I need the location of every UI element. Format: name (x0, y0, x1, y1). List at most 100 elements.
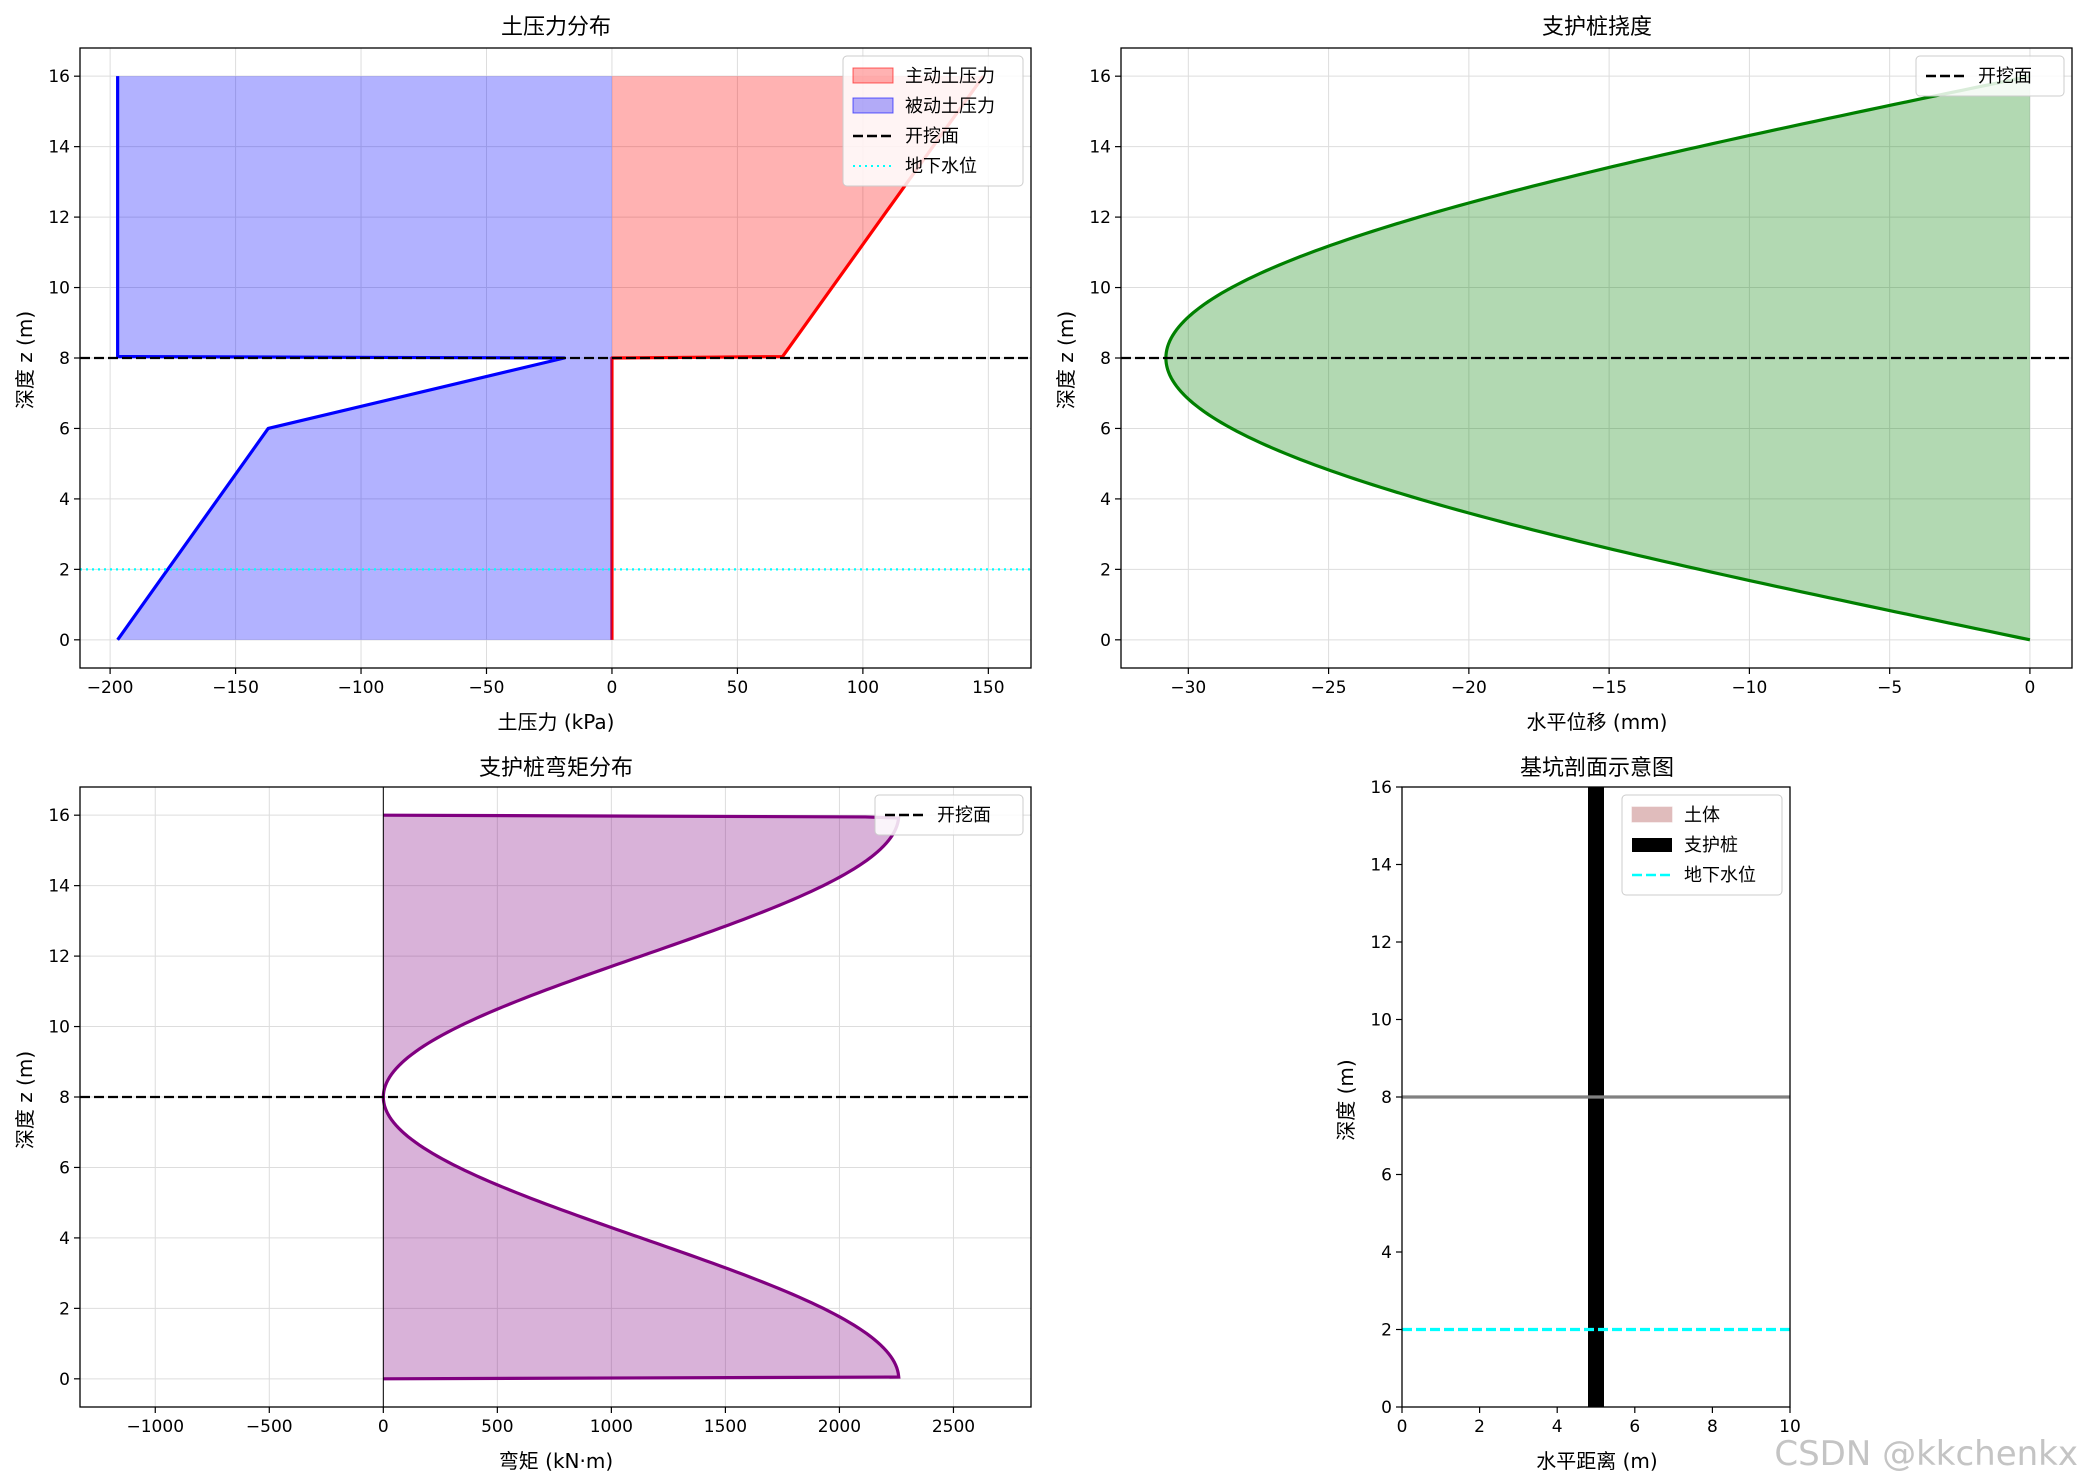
x-tick-label: 0 (2025, 678, 2036, 698)
y-tick-label: 8 (59, 349, 70, 369)
x-tick-label: −500 (246, 1417, 293, 1437)
x-tick-label: 1500 (704, 1417, 747, 1437)
x-tick-label: 8 (1707, 1417, 1718, 1437)
y-tick-label: 6 (59, 419, 70, 439)
y-tick-label: 10 (1089, 279, 1111, 299)
legend-label: 开挖面 (905, 126, 959, 147)
legend-label: 开挖面 (937, 805, 991, 826)
y-tick-label: 16 (48, 806, 70, 826)
bending-moment-chart: 支护桩弯矩分布 弯矩 (kN·m) 深度 z (m) −1000 −500 0 500… (13, 756, 1032, 1473)
x-axis-label: 土压力 (kPa) (498, 710, 615, 734)
x-axis-label: 弯矩 (kN·m) (499, 1449, 613, 1473)
legend-label: 开挖面 (1978, 66, 2032, 87)
y-tick-label: 10 (48, 279, 70, 299)
x-tick-label: 0 (607, 678, 618, 698)
y-tick-label: 0 (1381, 1398, 1392, 1418)
y-tick-label: 0 (1100, 631, 1111, 651)
legend-box (842, 55, 1024, 187)
x-tick-label: 0 (1397, 1417, 1408, 1437)
x-axis-label: 水平位移 (mm) (1527, 710, 1668, 734)
legend-label: 地下水位 (1684, 865, 1756, 886)
x-tick-label: 500 (481, 1417, 513, 1437)
y-tick-label: 4 (1381, 1243, 1392, 1263)
x-tick-label: −30 (1170, 678, 1206, 698)
x-tick-label: −15 (1591, 678, 1627, 698)
y-tick-label: 8 (1381, 1088, 1392, 1108)
x-tick-label: 6 (1629, 1417, 1640, 1437)
x-tick-label: 2000 (818, 1417, 861, 1437)
legend-label: 支护桩 (1684, 835, 1738, 856)
pit-section-diagram: 基坑剖面示意图 水平距离 (m) 深度 (m) 0 2 4 6 8 10 0 2 4 6 8 10 12… (1334, 756, 1801, 1473)
x-tick-label: −100 (338, 678, 385, 698)
watermark: CSDN @kkchenkx (1774, 1434, 2078, 1474)
y-tick-label: 6 (59, 1158, 70, 1178)
y-tick-label: 2 (59, 1299, 70, 1319)
x-tick-label: 2 (1474, 1417, 1485, 1437)
x-tick-label: −25 (1311, 678, 1347, 698)
legend-swatch (852, 67, 894, 84)
y-tick-label: 4 (59, 490, 70, 510)
x-tick-label: 4 (1552, 1417, 1563, 1437)
y-tick-label: 6 (1100, 419, 1111, 439)
legend-box (874, 794, 1024, 836)
y-axis-label: 深度 z (m) (13, 311, 37, 409)
x-tick-label: 2500 (932, 1417, 975, 1437)
y-tick-label: 2 (1100, 560, 1111, 580)
x-tick-label: −10 (1731, 678, 1767, 698)
x-tick-label: 0 (378, 1417, 389, 1437)
x-tick-label: −1000 (127, 1417, 185, 1437)
y-tick-label: 8 (59, 1088, 70, 1108)
chart-title: 支护桩弯矩分布 (479, 756, 633, 781)
legend-label: 主动土压力 (905, 66, 995, 87)
pressure-fill-area (611, 76, 984, 640)
moment-fill-area (383, 815, 899, 1379)
y-tick-label: 4 (59, 1229, 70, 1249)
y-tick-label: 12 (1370, 933, 1392, 953)
y-tick-label: 2 (1381, 1321, 1392, 1341)
y-tick-label: 0 (59, 1370, 70, 1390)
y-tick-label: 14 (48, 877, 70, 897)
x-tick-label: −5 (1877, 678, 1902, 698)
y-tick-label: 16 (48, 67, 70, 87)
y-tick-label: 4 (1100, 490, 1111, 510)
y-axis-label: 深度 z (m) (13, 1051, 37, 1149)
y-tick-label: 14 (48, 138, 70, 158)
y-tick-label: 14 (1370, 856, 1392, 876)
legend-box (1915, 55, 2065, 97)
y-tick-label: 10 (48, 1018, 70, 1038)
earth-pressure-chart: 土压力分布 土压力 (kPa) 深度 z (m) −200 −150 −100 −50… (13, 15, 1032, 734)
x-tick-label: 50 (727, 678, 749, 698)
y-tick-label: 16 (1370, 778, 1392, 798)
y-tick-label: 12 (48, 947, 70, 967)
y-tick-label: 16 (1089, 67, 1111, 87)
pile-deflection-chart: 支护桩挠度 水平位移 (mm) 深度 z (m) −30 −25 −20 −15 −10… (1054, 15, 2073, 734)
chart-title: 土压力分布 (501, 15, 611, 40)
legend-label: 被动土压力 (905, 96, 995, 117)
x-tick-label: 1000 (590, 1417, 633, 1437)
x-tick-label: −200 (87, 678, 134, 698)
y-tick-label: 12 (48, 208, 70, 228)
x-tick-label: 10 (1779, 1417, 1801, 1437)
y-tick-label: 12 (1089, 208, 1111, 228)
y-axis-label: 深度 (m) (1334, 1059, 1358, 1140)
y-tick-label: 2 (59, 560, 70, 580)
y-tick-label: 6 (1381, 1166, 1392, 1186)
x-tick-label: −20 (1451, 678, 1487, 698)
pressure-fill-area (117, 76, 612, 640)
x-tick-label: −50 (469, 678, 505, 698)
legend-swatch (1631, 806, 1673, 823)
legend-swatch (852, 97, 894, 114)
x-tick-label: −150 (212, 678, 259, 698)
x-axis-label: 水平距离 (m) (1536, 1449, 1657, 1473)
legend-label: 土体 (1684, 805, 1720, 826)
legend-label: 地下水位 (905, 156, 977, 177)
y-tick-label: 8 (1100, 349, 1111, 369)
chart-title: 基坑剖面示意图 (1520, 756, 1674, 781)
x-tick-label: 150 (972, 678, 1004, 698)
y-tick-label: 14 (1089, 138, 1111, 158)
chart-title: 支护桩挠度 (1542, 15, 1652, 40)
x-tick-label: 100 (847, 678, 879, 698)
y-axis-label: 深度 z (m) (1054, 311, 1078, 409)
y-tick-label: 0 (59, 631, 70, 651)
